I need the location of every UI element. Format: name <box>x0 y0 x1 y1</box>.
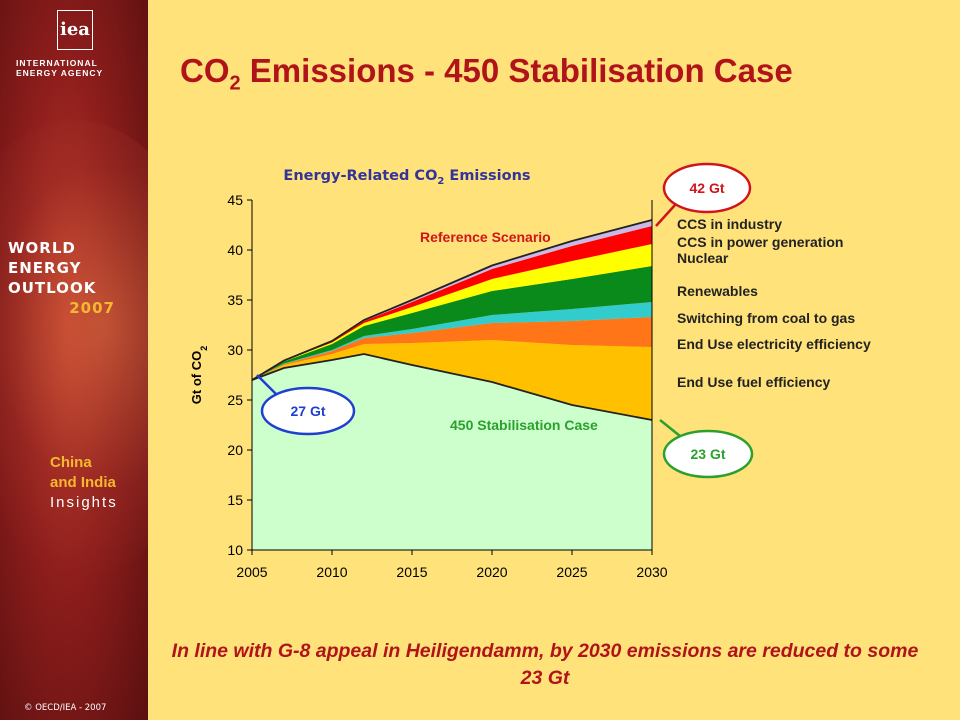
y-tick-label: 15 <box>227 492 243 508</box>
reference-line <box>251 219 653 381</box>
insight-word: Insights <box>50 494 118 511</box>
arrow-27gt <box>256 374 278 396</box>
badge-42gt-ellipse <box>662 162 752 214</box>
y-tick-label: 25 <box>227 392 243 408</box>
footer-note: In line with G-8 appeal in Heiligendamm,… <box>171 640 919 689</box>
insights-brand: China and India Insights <box>50 453 145 513</box>
wedge-5 <box>252 226 652 380</box>
y-axis: 10 15 20 25 30 35 40 45 <box>227 192 653 558</box>
y-axis-label: Gt of CO2 <box>189 346 209 404</box>
x-tick-label: 2030 <box>636 564 667 580</box>
badge-23gt: 23 Gt <box>690 446 725 462</box>
legend-label-2: Switching from coal to gas <box>677 310 855 326</box>
x-tick-label: 2010 <box>316 564 347 580</box>
wedge-1 <box>252 317 652 380</box>
badge-23gt-ellipse <box>662 429 754 479</box>
agency-line-2: ENERGY AGENCY <box>16 68 104 78</box>
stabilisation-case-label: 450 Stabilisation Case <box>450 417 598 433</box>
legend-label-1: End Use electricity efficiency <box>677 336 871 352</box>
y-tick-label: 30 <box>227 342 243 358</box>
legend-label-5: CCS in power generation <box>677 234 843 250</box>
stabilisation-line <box>251 353 653 421</box>
x-tick-label: 2015 <box>396 564 427 580</box>
insight-line-2: and India <box>50 474 116 491</box>
x-tick-label: 2025 <box>556 564 587 580</box>
agency-name: INTERNATIONAL ENERGY AGENCY <box>16 58 136 78</box>
wedge-3 <box>252 266 652 380</box>
insight-line-1: China <box>50 454 92 471</box>
badge-27gt-ellipse <box>260 386 356 436</box>
weo-brand: WORLD ENERGY OUTLOOK 2007 <box>8 238 143 318</box>
weo-line-1: WORLD <box>8 239 76 257</box>
legend-label-3: Renewables <box>677 283 758 299</box>
reference-scenario-label: Reference Scenario <box>420 229 551 245</box>
chart-areas <box>251 219 653 550</box>
badge-42gt: 42 Gt <box>689 180 724 196</box>
iea-logo: iea <box>57 10 93 50</box>
x-axis: 2005 2010 2015 2020 2025 2030 <box>236 549 668 580</box>
legend-label-4: Nuclear <box>677 250 729 266</box>
agency-line-1: INTERNATIONAL <box>16 58 98 68</box>
wedge-6 <box>252 220 652 380</box>
globe-image <box>0 120 148 580</box>
wedge-2 <box>252 302 652 380</box>
weo-line-3: OUTLOOK <box>8 279 97 297</box>
weo-year: 2007 <box>69 299 115 317</box>
title-rest: Emissions - 450 Stabilisation Case <box>240 52 793 89</box>
copyright: © OECD/IEA - 2007 <box>24 703 107 713</box>
legend-label-0: End Use fuel efficiency <box>677 374 830 390</box>
title-subscript: 2 <box>229 72 241 95</box>
badge-27gt: 27 Gt <box>290 403 325 419</box>
y-tick-label: 20 <box>227 442 243 458</box>
chart-texts: Energy-Related CO2 Emissions Gt of CO2 Ref… <box>189 162 871 479</box>
title-main: CO <box>180 52 230 89</box>
wedge-0 <box>252 340 652 420</box>
weo-line-2: ENERGY <box>8 259 82 277</box>
x-tick-label: 2005 <box>236 564 267 580</box>
wedge-4 <box>252 244 652 380</box>
y-tick-label: 45 <box>227 192 243 208</box>
y-tick-label: 40 <box>227 242 243 258</box>
arrow-23gt <box>659 419 681 437</box>
chart-title: Energy-Related CO2 Emissions <box>283 168 530 187</box>
y-tick-label: 10 <box>227 542 243 558</box>
legend-label-6: CCS in industry <box>677 216 782 232</box>
page-title: CO2 Emissions - 450 Stabilisation Case <box>180 52 793 96</box>
sidebar: iea INTERNATIONAL ENERGY AGENCY WORLD EN… <box>0 0 148 720</box>
arrow-42gt <box>655 204 676 227</box>
x-tick-label: 2020 <box>476 564 507 580</box>
y-tick-label: 35 <box>227 292 243 308</box>
